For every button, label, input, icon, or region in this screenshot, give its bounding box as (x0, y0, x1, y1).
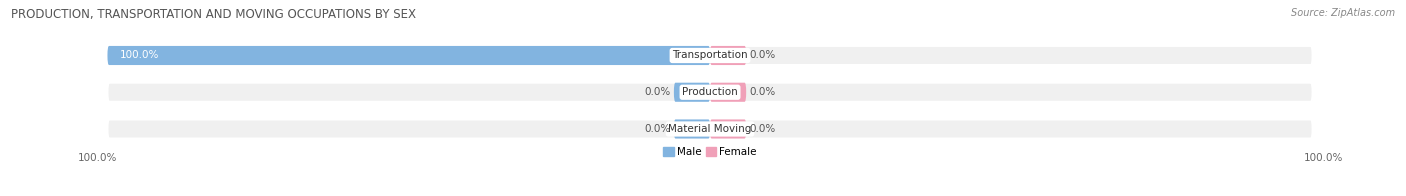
FancyBboxPatch shape (107, 83, 1313, 102)
Text: 100.0%: 100.0% (120, 51, 159, 61)
Text: 0.0%: 0.0% (749, 124, 776, 134)
Text: 0.0%: 0.0% (644, 87, 671, 97)
FancyBboxPatch shape (710, 83, 747, 102)
Text: PRODUCTION, TRANSPORTATION AND MOVING OCCUPATIONS BY SEX: PRODUCTION, TRANSPORTATION AND MOVING OC… (11, 8, 416, 21)
Text: 100.0%: 100.0% (77, 153, 117, 163)
Text: 0.0%: 0.0% (749, 51, 776, 61)
Text: 100.0%: 100.0% (1303, 153, 1343, 163)
FancyBboxPatch shape (107, 46, 1313, 65)
Text: 0.0%: 0.0% (749, 87, 776, 97)
FancyBboxPatch shape (673, 119, 710, 139)
Text: Material Moving: Material Moving (668, 124, 752, 134)
Text: Transportation: Transportation (672, 51, 748, 61)
Text: Production: Production (682, 87, 738, 97)
Legend: Male, Female: Male, Female (664, 147, 756, 157)
Text: Source: ZipAtlas.com: Source: ZipAtlas.com (1291, 8, 1395, 18)
FancyBboxPatch shape (710, 119, 747, 139)
FancyBboxPatch shape (107, 46, 710, 65)
FancyBboxPatch shape (673, 83, 710, 102)
FancyBboxPatch shape (107, 119, 1313, 139)
FancyBboxPatch shape (710, 46, 747, 65)
Text: 0.0%: 0.0% (644, 124, 671, 134)
